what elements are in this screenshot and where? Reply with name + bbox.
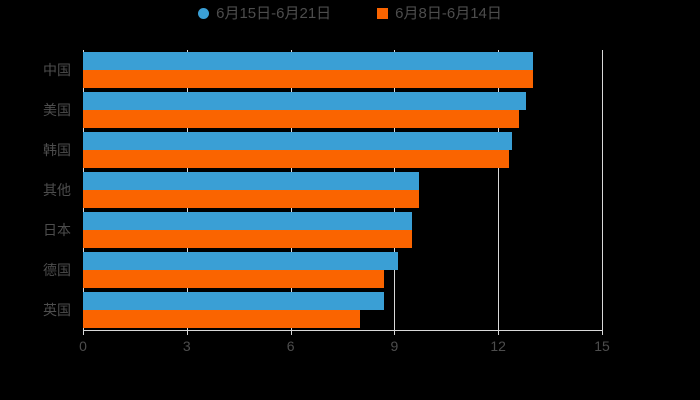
- legend-circle-marker-icon: [198, 8, 210, 19]
- bar-0[interactable]: [83, 172, 419, 190]
- bar-1[interactable]: [83, 150, 509, 168]
- legend-label-series-0: 6月15日-6月21日: [216, 5, 332, 22]
- chart-legend: 6月15日-6月21日 6月8日-6月14日: [0, 6, 700, 21]
- y-axis-label: 美国: [43, 102, 71, 118]
- y-axis-category-labels: 中国美国韩国其他日本德国英国: [0, 50, 83, 330]
- bar-group: [83, 52, 602, 88]
- bar-group: [83, 172, 602, 208]
- x-axis-line: [83, 330, 603, 331]
- legend-label-series-1: 6月8日-6月14日: [395, 5, 502, 22]
- bar-group: [83, 212, 602, 248]
- x-axis-tick: [602, 330, 603, 335]
- bar-1[interactable]: [83, 270, 385, 288]
- gridline: [498, 50, 500, 330]
- bar-1[interactable]: [83, 70, 533, 88]
- y-axis-label: 韩国: [43, 142, 71, 158]
- gridline: [602, 50, 603, 330]
- x-axis-label: 9: [390, 338, 399, 354]
- bar-0[interactable]: [83, 92, 526, 110]
- x-axis: 0 3 6 9 12 15: [0, 330, 700, 370]
- x-axis-tick: [290, 330, 292, 335]
- x-axis-label: 0: [79, 338, 87, 354]
- x-axis-tick: [186, 330, 188, 335]
- x-axis-label: 3: [182, 338, 191, 354]
- bar-group: [83, 252, 602, 288]
- x-axis-tick: [394, 330, 396, 335]
- y-axis-label: 日本: [43, 222, 71, 238]
- bar-1[interactable]: [83, 230, 412, 248]
- x-axis-tick: [498, 330, 500, 335]
- legend-item-series-1[interactable]: 6月8日-6月14日: [377, 6, 502, 21]
- y-axis-label: 英国: [43, 302, 71, 318]
- x-axis-label: 12: [490, 338, 506, 354]
- bar-1[interactable]: [83, 310, 360, 328]
- legend-square-marker-icon: [377, 8, 389, 19]
- bar-1[interactable]: [83, 110, 519, 128]
- bar-1[interactable]: [83, 190, 419, 208]
- plot-area: [83, 50, 603, 330]
- bar-group: [83, 132, 602, 168]
- x-axis-tick: [83, 330, 84, 335]
- bar-0[interactable]: [83, 252, 398, 270]
- legend-item-series-0[interactable]: 6月15日-6月21日: [198, 6, 331, 21]
- y-axis-label: 中国: [43, 62, 71, 78]
- y-axis-label: 其他: [43, 182, 71, 198]
- bar-group: [83, 92, 602, 128]
- bar-group: [83, 292, 602, 328]
- x-axis-label: 15: [594, 338, 610, 354]
- x-axis-label: 6: [286, 338, 295, 354]
- bar-0[interactable]: [83, 52, 533, 70]
- bar-0[interactable]: [83, 292, 385, 310]
- bar-0[interactable]: [83, 212, 412, 230]
- y-axis-label: 德国: [43, 262, 71, 278]
- bar-0[interactable]: [83, 132, 513, 150]
